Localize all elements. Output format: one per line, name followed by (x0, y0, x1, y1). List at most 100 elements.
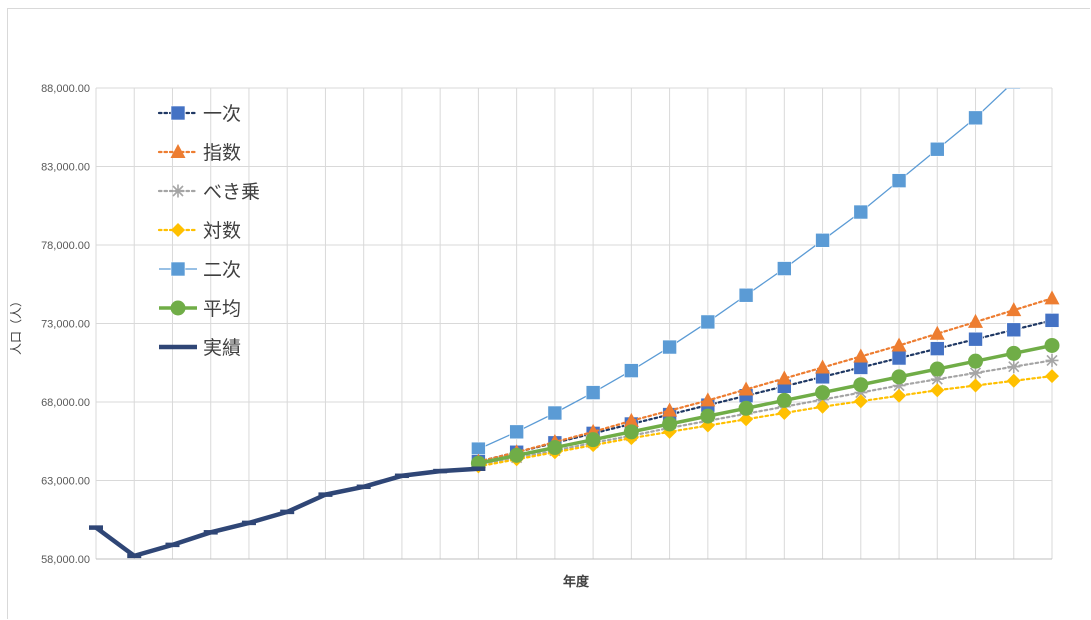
data-point-exponential (662, 402, 678, 417)
chart-frame (7, 8, 1090, 619)
data-point-power (930, 372, 944, 386)
data-point-quadratic (624, 363, 639, 378)
data-point-quadratic (738, 287, 754, 303)
data-point-average (1044, 337, 1060, 353)
data-point-quadratic (547, 405, 563, 421)
data-point-average (623, 424, 639, 440)
legend-marker (171, 223, 185, 237)
legend-label: 実績 (203, 337, 241, 359)
data-point-average (929, 361, 945, 377)
data-point-linear (1044, 313, 1060, 328)
data-point-quadratic (509, 424, 524, 440)
data-point-quadratic (777, 261, 792, 276)
data-point-quadratic (815, 232, 830, 248)
legend-item-logarithmic: 対数 (157, 220, 241, 242)
series-actual (89, 466, 486, 559)
data-point-power (854, 386, 868, 400)
data-point-power (969, 366, 983, 380)
data-point-average (891, 369, 907, 385)
data-point-average (738, 400, 754, 416)
legend-item-exponential: 指数 (157, 142, 241, 164)
data-point-exponential (776, 370, 792, 385)
data-point-average (968, 353, 984, 369)
series-line-power (477, 359, 1054, 466)
legend-marker (170, 105, 186, 121)
legend-item-linear: 一次 (157, 103, 241, 125)
data-point-power (892, 379, 906, 393)
legend-marker (170, 300, 186, 316)
y-tick-label: 63,000.00 (41, 476, 90, 488)
data-point-quadratic (929, 141, 945, 157)
legend-marker (170, 144, 186, 158)
legend-label: 二次 (203, 259, 241, 281)
data-point-logarithmic (853, 394, 868, 409)
legend-label: 指数 (203, 142, 241, 164)
data-point-logarithmic (777, 405, 792, 420)
data-point-linear (968, 331, 983, 347)
data-point-exponential (929, 325, 945, 340)
data-point-average (1006, 345, 1022, 361)
series-line-average (478, 343, 1053, 465)
data-point-average (853, 377, 869, 393)
legend-item-average: 平均 (159, 298, 241, 320)
y-tick-label: 88,000.00 (41, 83, 90, 95)
data-point-quadratic (585, 385, 601, 400)
legend-label: 対数 (203, 220, 241, 242)
data-point-linear (929, 341, 945, 356)
data-point-quadratic (1006, 88, 1022, 90)
data-point-quadratic (700, 314, 716, 330)
data-point-exponential (623, 412, 639, 427)
series-line-logarithmic (477, 374, 1054, 468)
data-point-exponential (1006, 302, 1022, 317)
data-point-exponential (891, 337, 907, 352)
series-line-linear (477, 319, 1054, 463)
data-point-exponential (1044, 290, 1060, 305)
data-point-logarithmic (892, 388, 907, 403)
data-point-quadratic (1083, 3, 1091, 17)
data-point-exponential (853, 348, 869, 363)
y-tick-label: 68,000.00 (41, 397, 90, 409)
data-point-power (1007, 360, 1021, 374)
data-point-logarithmic (930, 383, 945, 398)
data-point-average (700, 408, 716, 424)
legend-item-quadratic: 二次 (159, 259, 241, 281)
data-point-logarithmic (1045, 369, 1059, 384)
data-point-average (815, 385, 831, 401)
data-point-quadratic (853, 204, 869, 220)
y-axis-title: 人口（人） (9, 295, 23, 355)
data-point-logarithmic (815, 399, 830, 414)
series-line-exponential (477, 297, 1054, 463)
y-tick-label: 73,000.00 (41, 319, 90, 331)
y-tick-label: 58,000.00 (41, 554, 90, 566)
data-point-average (547, 440, 563, 456)
x-axis-title: 年度 (563, 574, 590, 590)
data-point-quadratic (662, 339, 677, 355)
data-point-average (776, 392, 792, 408)
legend-item-power: べき乗 (157, 181, 260, 203)
data-point-exponential (700, 392, 716, 407)
data-point-linear (891, 350, 907, 366)
data-point-power (1045, 353, 1059, 367)
legend-marker (171, 184, 185, 198)
data-point-logarithmic (739, 412, 754, 427)
data-point-quadratic (968, 110, 983, 126)
y-tick-label: 83,000.00 (41, 162, 90, 174)
data-point-exponential (738, 381, 754, 396)
data-point-exponential (815, 359, 831, 374)
data-point-linear (1006, 322, 1022, 338)
y-tick-label: 78,000.00 (41, 240, 90, 252)
data-point-average (585, 432, 601, 448)
legend-label: べき乗 (203, 181, 260, 203)
data-point-linear (853, 360, 869, 375)
data-point-logarithmic (968, 378, 983, 393)
data-point-average (509, 447, 525, 463)
legend-item-actual: 実績 (159, 337, 241, 359)
legend-label: 平均 (203, 298, 241, 320)
data-point-quadratic (891, 173, 907, 188)
data-point-logarithmic (1006, 373, 1021, 388)
series-exponential (470, 290, 1060, 468)
data-point-average (662, 416, 678, 432)
legend-label: 一次 (203, 103, 241, 125)
